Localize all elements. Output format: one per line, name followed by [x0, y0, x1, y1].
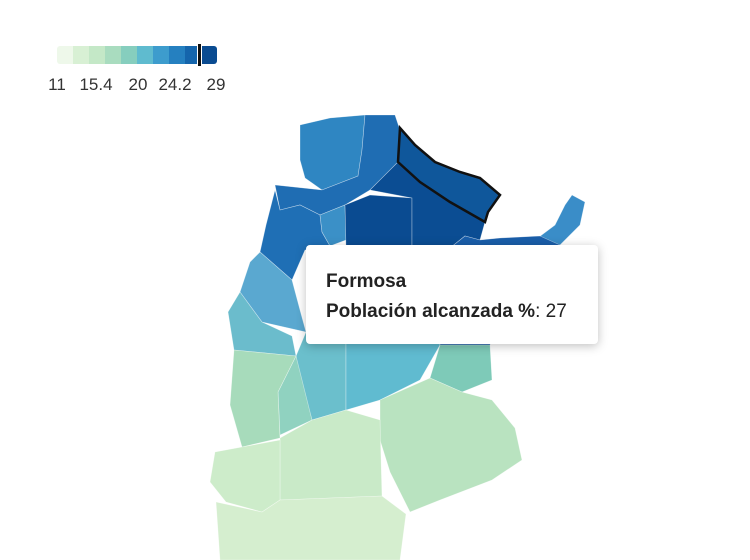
- legend-highlight-marker: [197, 44, 203, 66]
- legend-tick: 11: [48, 75, 66, 94]
- legend-bin: [121, 46, 137, 64]
- legend-bin: [89, 46, 105, 64]
- region-misiones[interactable]: Misiones: [534, 194, 586, 246]
- legend-bin: [105, 46, 121, 64]
- region-tucuman[interactable]: Tucumán: [319, 204, 347, 247]
- region-rio-negro[interactable]: Río Negro: [215, 495, 407, 560]
- region-neuquen[interactable]: Neuquén: [209, 439, 281, 513]
- tooltip-value: 27: [545, 301, 567, 322]
- tooltip-region-name: Formosa: [326, 271, 407, 292]
- legend-bin: [185, 46, 201, 64]
- legend-color-scale: [57, 46, 217, 64]
- color-legend: [57, 44, 217, 66]
- region-entre-rios[interactable]: Entre Ríos: [429, 344, 493, 393]
- region-formosa[interactable]: Formosa: [396, 124, 502, 224]
- legend-bin: [137, 46, 153, 64]
- legend-tick: 24.2: [158, 75, 192, 94]
- legend-bin: [73, 46, 89, 64]
- legend-bin: [57, 46, 73, 64]
- map-tooltip: Formosa Población alcanzada %: 27: [306, 245, 598, 344]
- legend-bin: [201, 46, 217, 64]
- legend-bin: [169, 46, 185, 64]
- legend-tick: 15.4: [79, 75, 113, 94]
- legend-tick: 20: [128, 75, 148, 94]
- legend-bin: [153, 46, 169, 64]
- tooltip-metric-label: Población alcanzada %: [326, 301, 536, 322]
- region-la-rioja[interactable]: La Rioja: [239, 251, 307, 333]
- legend-tick: 29: [206, 75, 226, 94]
- region-buenos-aires[interactable]: Buenos Aires: [379, 377, 523, 513]
